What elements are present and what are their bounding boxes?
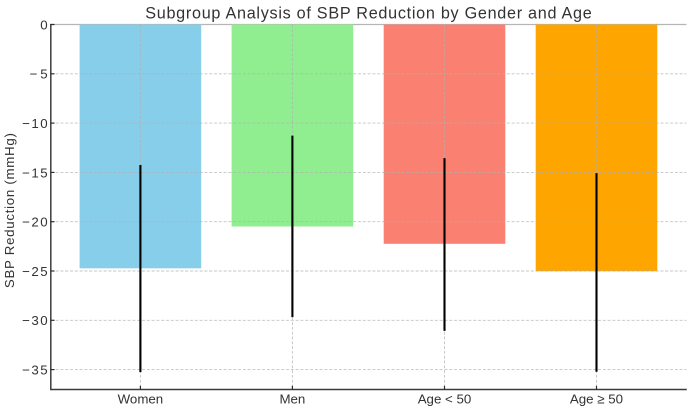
svg-text:−20: −20 (22, 215, 48, 230)
svg-text:Subgroup Analysis of SBP Reduc: Subgroup Analysis of SBP Reduction by Ge… (145, 5, 592, 23)
svg-text:Age < 50: Age < 50 (418, 391, 472, 406)
svg-text:−15: −15 (22, 165, 48, 180)
svg-text:−25: −25 (22, 264, 48, 279)
svg-text:SBP Reduction (mmHg): SBP Reduction (mmHg) (2, 133, 17, 288)
svg-text:Men: Men (279, 391, 305, 406)
svg-text:−10: −10 (22, 116, 48, 131)
svg-text:Women: Women (118, 391, 164, 406)
svg-text:Age ≥ 50: Age ≥ 50 (570, 391, 623, 406)
svg-text:0: 0 (40, 17, 47, 32)
svg-text:−35: −35 (22, 363, 48, 378)
svg-text:−30: −30 (22, 313, 48, 328)
